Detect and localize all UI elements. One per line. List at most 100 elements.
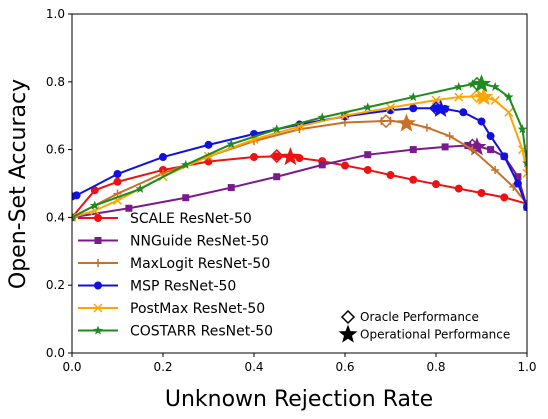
data-point: [341, 161, 349, 170]
x-axis-label: Unknown Rejection Rate: [165, 387, 433, 412]
data-point: [523, 199, 527, 208]
operational-marker: [280, 147, 300, 166]
marker-legend: Oracle Performance Operational Performanc…: [338, 309, 510, 343]
data-point: [72, 212, 77, 222]
data-point: [514, 173, 522, 181]
data-point: [490, 95, 500, 105]
legend-label: MaxLogit ResNet-50: [130, 256, 270, 272]
legend-marker: [93, 325, 103, 335]
series-0: [72, 147, 527, 222]
data-point: [517, 124, 527, 134]
series-line: [72, 119, 527, 219]
legend-marker: [94, 214, 102, 222]
data-point: [409, 175, 418, 184]
data-point: [500, 152, 509, 161]
data-point: [500, 193, 509, 202]
data-point: [467, 79, 478, 89]
data-point: [180, 159, 191, 169]
legend-entry: MSP ResNet-50: [78, 279, 236, 295]
y-tick-label: 0.0: [46, 346, 65, 360]
plot-frame: [71, 13, 528, 354]
operational-marker: [396, 113, 416, 132]
data-point: [159, 153, 167, 162]
data-point: [250, 153, 258, 162]
y-tick-label: 0.6: [46, 143, 65, 157]
legend-entry: NNGuide ResNet-50: [78, 234, 269, 250]
data-point: [113, 177, 122, 186]
data-point: [227, 184, 235, 192]
series-layer: [72, 74, 527, 222]
data-point: [432, 180, 440, 189]
operational-marker: [474, 87, 494, 106]
data-point: [523, 203, 527, 212]
marker-legend-label: Oracle Performance: [360, 310, 479, 324]
data-point: [125, 204, 133, 212]
x-tick-label: 0.6: [335, 360, 354, 374]
series-legend: SCALE ResNet-50 NNGuide ResNet-50 MaxLogit…: [78, 211, 273, 340]
legend-entry: PostMax ResNet-50: [78, 301, 265, 317]
data-point: [90, 186, 99, 195]
oracle-legend-icon: [340, 309, 356, 325]
marker-legend-entry: Oracle Performance: [340, 309, 479, 325]
data-point: [431, 95, 441, 105]
data-point: [504, 92, 514, 102]
data-point: [454, 92, 464, 102]
x-tick-label: 0.0: [62, 360, 81, 374]
data-point: [486, 132, 495, 141]
operational-marker: [471, 74, 492, 93]
x-tick-label: 0.2: [153, 360, 172, 374]
data-point: [135, 183, 146, 193]
marker-legend-label: Operational Performance: [360, 328, 510, 342]
data-point: [445, 132, 454, 141]
data-point: [409, 146, 417, 154]
data-point: [491, 165, 500, 174]
legend-entry: COSTARR ResNet-50: [78, 324, 273, 340]
legend-marker: [93, 303, 103, 313]
legend-label: SCALE ResNet-50: [130, 211, 252, 227]
data-point: [272, 152, 281, 161]
data-point: [459, 108, 468, 117]
legend-entry: MaxLogit ResNet-50: [78, 256, 270, 272]
legend-marker: [94, 259, 102, 267]
oracle-marker: [269, 148, 284, 164]
y-tick-label: 0.2: [46, 278, 65, 292]
data-point: [89, 200, 100, 210]
data-point: [113, 170, 122, 179]
data-point: [377, 117, 386, 126]
y-tick-label: 0.8: [46, 75, 65, 89]
data-point: [72, 212, 77, 222]
data-point: [271, 124, 282, 134]
axes-layer: 0.0 0.2 0.4 0.6 0.8 1.0 0.0 0.2 0.4 0.6 0.8 1.0: [46, 7, 537, 374]
legend-label: NNGuide ResNet-50: [130, 234, 269, 250]
y-axis-label: Open-Set Accuracy: [6, 79, 31, 289]
data-point: [477, 188, 486, 197]
data-point: [454, 184, 463, 193]
legend-marker: [94, 281, 102, 290]
legend-label: COSTARR ResNet-50: [130, 324, 273, 340]
data-point: [468, 145, 477, 154]
series-1: [72, 137, 527, 221]
operational-legend-icon: [338, 324, 358, 343]
series-line: [72, 82, 527, 219]
data-point: [385, 103, 396, 113]
y-tick-label: 0.4: [46, 210, 65, 224]
x-tick-label: 0.8: [426, 360, 445, 374]
data-point: [204, 140, 213, 149]
data-point: [72, 191, 81, 200]
legend-marker: [94, 237, 102, 244]
data-point: [409, 104, 418, 113]
data-point: [504, 107, 514, 117]
data-point: [464, 142, 472, 150]
data-point: [364, 151, 372, 159]
data-point: [318, 161, 326, 169]
data-point: [522, 158, 527, 168]
data-point: [386, 171, 395, 180]
data-point: [487, 146, 495, 154]
legend-label: MSP ResNet-50: [130, 279, 236, 295]
data-point: [182, 194, 190, 202]
oracle-marker: [378, 114, 394, 129]
legend-label: PostMax ResNet-50: [130, 301, 265, 317]
series-line: [72, 107, 527, 208]
operational-marker: [467, 137, 487, 156]
series-5: [72, 74, 527, 222]
